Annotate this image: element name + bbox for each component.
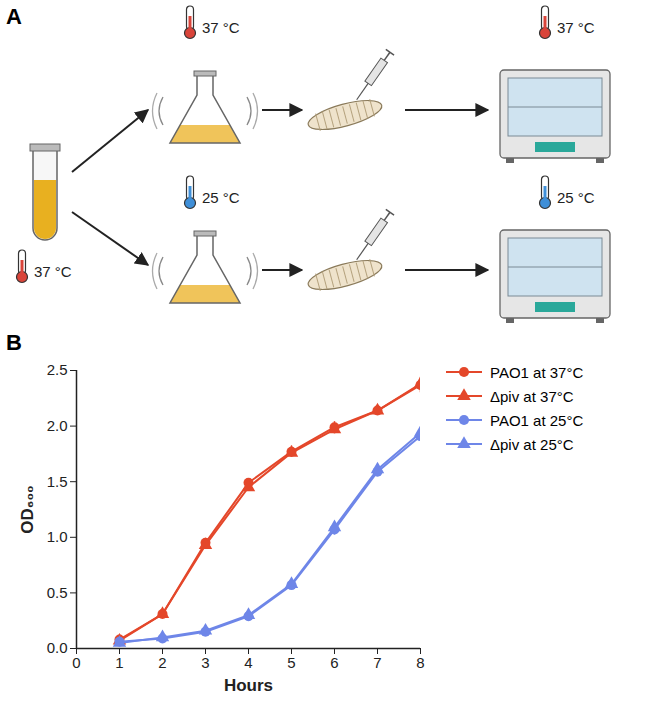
svg-text:6: 6 xyxy=(330,654,338,671)
svg-text:37 °C: 37 °C xyxy=(34,263,72,280)
svg-text:Hours: Hours xyxy=(224,676,273,695)
svg-text:25 °C: 25 °C xyxy=(202,189,240,206)
svg-text:2: 2 xyxy=(158,654,166,671)
svg-text:0: 0 xyxy=(72,654,80,671)
html-text:PAO1 at 25°C: PAO1 at 25°C xyxy=(490,411,584,429)
svg-text:OD₆₀₀: OD₆₀₀ xyxy=(18,485,37,534)
svg-text:37 °C: 37 °C xyxy=(202,19,240,36)
html-text:B: B xyxy=(6,330,22,355)
svg-text:1.0: 1.0 xyxy=(47,528,68,545)
svg-text:0.0: 0.0 xyxy=(47,639,68,656)
svg-text:4: 4 xyxy=(244,654,252,671)
html-text:Δpiv at 25°C: Δpiv at 25°C xyxy=(490,435,574,453)
html-text:PAO1 at 37°C: PAO1 at 37°C xyxy=(490,363,584,381)
svg-text:0.5: 0.5 xyxy=(47,584,68,601)
svg-text:25 °C: 25 °C xyxy=(557,189,595,206)
svg-text:3: 3 xyxy=(201,654,209,671)
svg-text:2.0: 2.0 xyxy=(47,417,68,434)
svg-text:7: 7 xyxy=(373,654,381,671)
svg-text:2.5: 2.5 xyxy=(47,361,68,378)
svg-text:5: 5 xyxy=(287,654,295,671)
html-text:Δpiv at 37°C: Δpiv at 37°C xyxy=(490,387,574,405)
svg-text:A: A xyxy=(6,4,22,29)
svg-text:37 °C: 37 °C xyxy=(557,19,595,36)
svg-text:1: 1 xyxy=(115,654,123,671)
svg-text:8: 8 xyxy=(416,654,424,671)
svg-text:1.5: 1.5 xyxy=(47,473,68,490)
